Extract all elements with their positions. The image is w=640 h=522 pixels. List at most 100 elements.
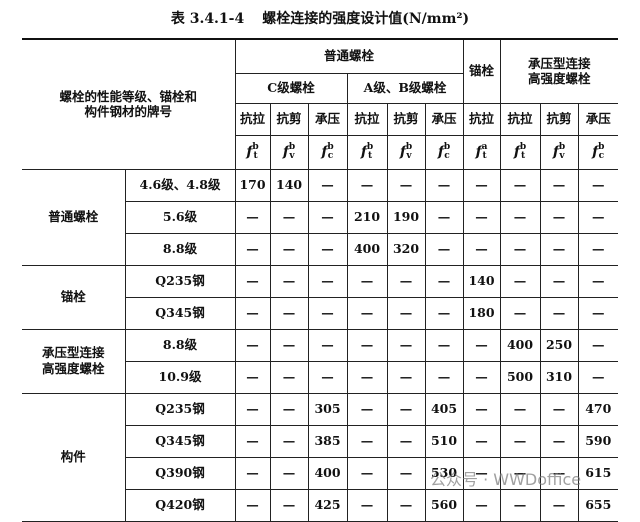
cell-line: 承压型连接 (41, 345, 105, 361)
value-cell: — (346, 456, 388, 490)
symbol-sub: c (444, 150, 450, 161)
value-cell: — (386, 488, 426, 522)
value-cell: — (269, 328, 309, 362)
value-cell: 405 (424, 392, 464, 426)
body-row: Q345钢 — —385— —510— — —590 (22, 424, 619, 458)
symbol-sup: b (327, 141, 334, 152)
value-cell: — (577, 232, 619, 266)
watermark: 公众号 · WWDoffice (430, 470, 582, 489)
value-cell: — (424, 232, 464, 266)
value-cell: 425 (307, 488, 348, 522)
symbol-sub: t (482, 150, 487, 161)
symbol-sub: v (406, 150, 412, 161)
row-label: Q345钢 (125, 424, 236, 458)
value-cell: 615 (577, 456, 619, 490)
column-label: 抗拉 (235, 102, 271, 136)
row-label: Q420钢 (125, 488, 236, 522)
row-label: Q235钢 (124, 392, 236, 426)
header-row: 抗拉 抗剪 承压 抗拉 抗剪 承压 抗拉 抗拉 抗剪 承压 (22, 102, 619, 136)
row-label: Q345钢 (125, 296, 236, 330)
value-cell: 170 (234, 168, 271, 202)
value-cell: — (234, 360, 271, 394)
value-cell: 320 (386, 232, 426, 266)
row-label: 8.8级 (125, 232, 236, 266)
value-cell: — (234, 264, 271, 298)
column-label: 抗拉 (462, 102, 501, 136)
section-label: 普通螺栓 (22, 168, 126, 266)
row-label: 8.8级 (124, 328, 236, 362)
value-cell: 560 (424, 488, 464, 522)
table-title: 表 3.4.1-4 螺栓连接的强度设计值(N/mm²) (0, 8, 640, 28)
symbol-sub: v (559, 150, 565, 161)
symbol-sup: b (405, 141, 413, 152)
subgroup-header: C级螺栓 (235, 72, 348, 104)
value-cell: 140 (462, 264, 501, 298)
value-cell: — (499, 392, 541, 426)
value-cell: — (269, 200, 309, 234)
symbol-sub: t (520, 150, 526, 161)
value-cell: — (539, 456, 579, 490)
value-cell: — (539, 296, 579, 330)
row-label: Q390钢 (125, 456, 236, 490)
column-label: 承压 (424, 102, 464, 136)
body-row: 承压型连接 高强度螺栓 8.8级 — — — — — — —400 250— (22, 328, 619, 394)
body-row: 锚栓 Q235钢 — — — — — —140— — — (22, 264, 619, 330)
body-row: 5.6级 — — —210 190— — — — — (22, 200, 619, 234)
group-header: 锚栓 (462, 38, 501, 104)
cell-line: 螺栓的性能等级、锚栓和 (59, 88, 198, 104)
value-cell: — (577, 168, 619, 202)
value-cell: — (234, 232, 271, 266)
value-cell: — (234, 488, 271, 522)
value-cell: — (307, 168, 348, 202)
cell-line: 高强度螺栓 (41, 361, 105, 376)
value-cell: — (269, 296, 309, 330)
symbol-base: f (399, 143, 406, 160)
symbol-base: f (552, 143, 559, 160)
value-cell: — (234, 328, 271, 362)
value-cell: — (539, 168, 579, 202)
value-cell: — (386, 264, 426, 298)
value-cell: — (424, 360, 464, 394)
value-cell: 190 (386, 200, 426, 234)
symbol-sub: t (253, 150, 258, 161)
value-cell: — (386, 424, 426, 458)
symbol-sup: b (558, 141, 566, 152)
symbol-base: f (592, 143, 599, 160)
row-label: 10.9级 (125, 360, 236, 394)
symbol-base: f (437, 143, 444, 160)
group-header: 承压型连接 高强度螺栓 (499, 38, 619, 104)
value-cell: — (269, 360, 309, 394)
value-cell: — (539, 264, 579, 298)
row-label: Q235钢 (124, 264, 236, 298)
value-cell: — (577, 296, 619, 330)
subgroup-header: A级、B级螺栓 (346, 72, 464, 104)
value-cell: — (424, 328, 464, 362)
value-cell: — (307, 328, 348, 362)
symbol-sub: v (289, 150, 295, 161)
value-cell: 210 (346, 200, 388, 234)
value-cell: — (386, 392, 426, 426)
value-cell: — (307, 200, 348, 234)
value-cell: — (386, 168, 426, 202)
group-header: 普通螺栓 (234, 38, 464, 74)
value-cell: — (499, 296, 541, 330)
symbol-base: f (475, 143, 482, 160)
table-number: 表 3.4.1-4 (170, 11, 245, 27)
cell-line: 构件 (60, 449, 86, 465)
value-cell: — (234, 200, 271, 234)
symbol-sup: a (481, 141, 488, 152)
value-cell: 140 (269, 168, 309, 202)
value-cell: — (424, 200, 464, 234)
value-cell: — (462, 200, 501, 234)
